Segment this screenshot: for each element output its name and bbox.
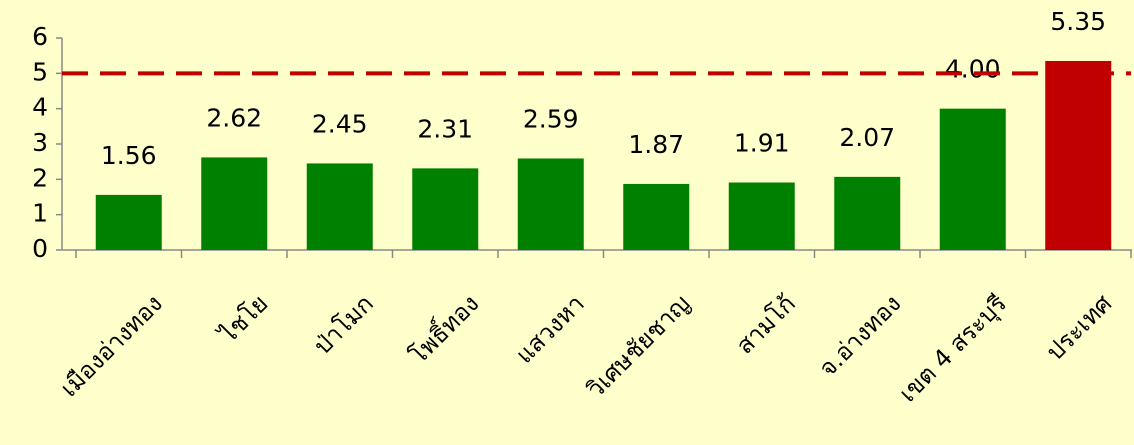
data-label: 2.45	[312, 109, 368, 138]
y-tick-label: 6	[32, 22, 48, 51]
bar	[306, 163, 373, 250]
bar	[939, 108, 1006, 251]
y-tick-label: 3	[32, 128, 48, 157]
data-label: 5.35	[1050, 7, 1106, 36]
y-tick-label: 5	[32, 57, 48, 86]
bar	[201, 157, 268, 250]
bar	[728, 182, 795, 250]
data-label: 4.00	[945, 55, 1001, 84]
data-label: 2.07	[839, 123, 895, 152]
bar	[1045, 60, 1112, 250]
data-label: 2.59	[523, 104, 579, 133]
data-label: 1.56	[101, 141, 157, 170]
y-tick-label: 4	[32, 93, 48, 122]
bar	[95, 194, 162, 250]
bar	[623, 183, 690, 250]
y-tick-label: 0	[32, 234, 48, 263]
data-label: 2.62	[206, 103, 262, 132]
data-label: 2.31	[417, 114, 473, 143]
bar	[517, 158, 584, 250]
data-label: 1.87	[628, 130, 684, 159]
y-tick-label: 1	[32, 199, 48, 228]
bar	[834, 176, 901, 250]
bar	[412, 168, 479, 250]
y-tick-label: 2	[32, 163, 48, 192]
data-label: 1.91	[734, 129, 790, 158]
